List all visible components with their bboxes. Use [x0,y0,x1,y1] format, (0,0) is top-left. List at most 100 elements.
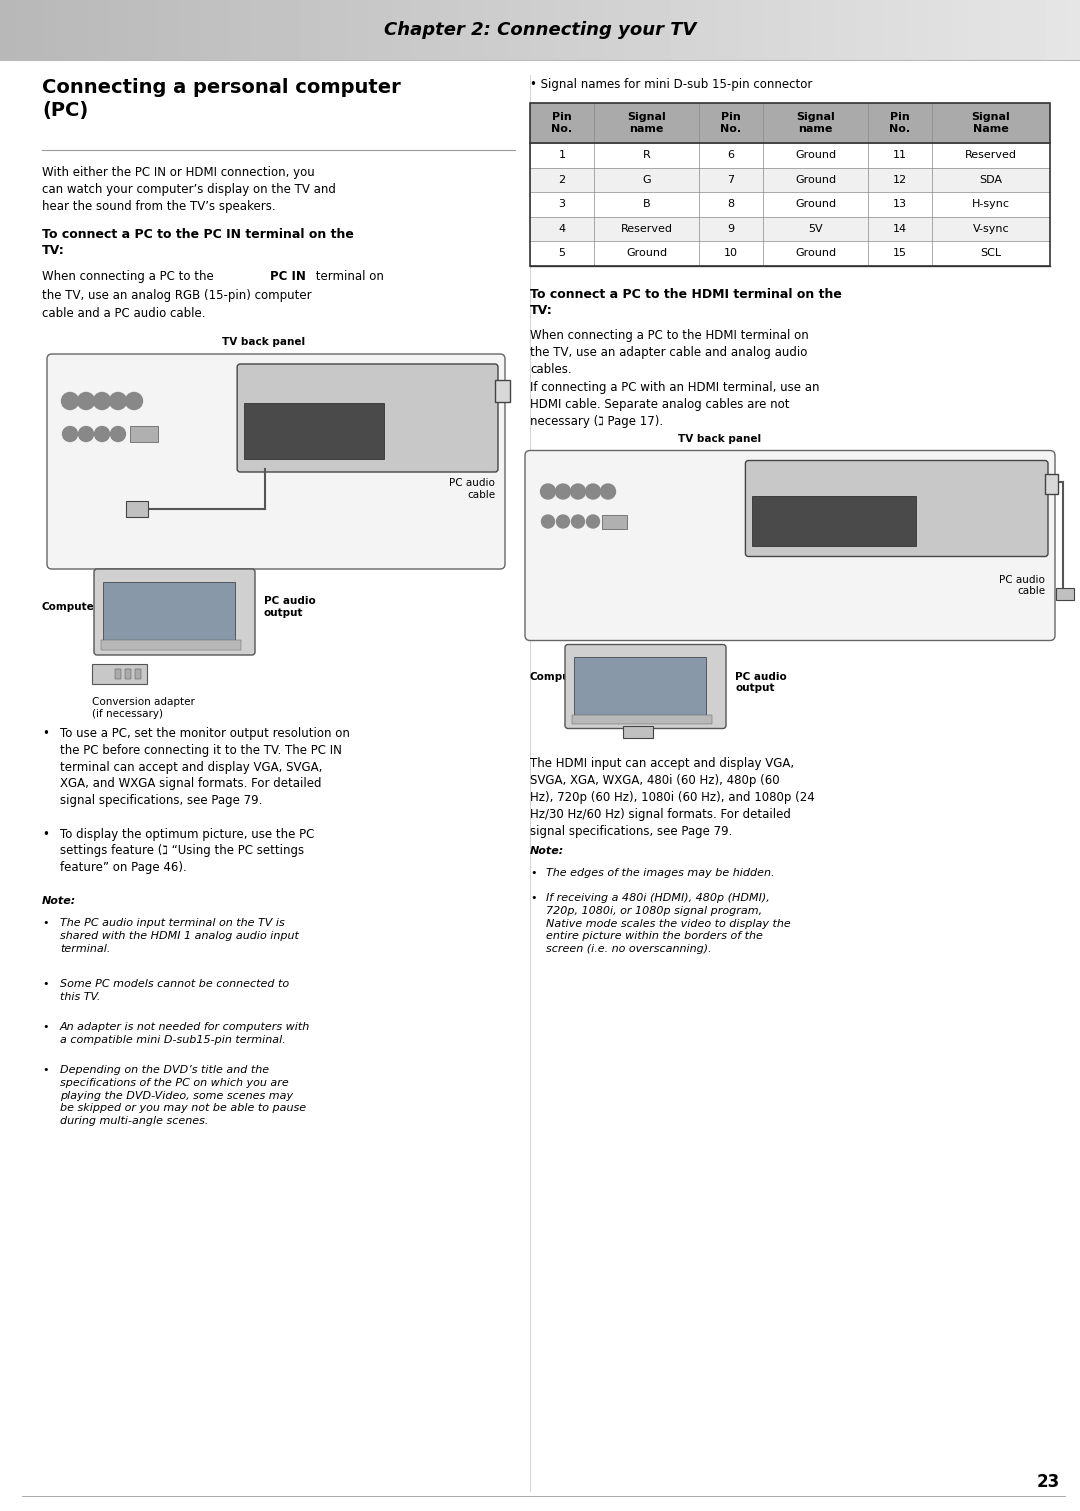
Text: If receiving a 480i (HDMI), 480p (HDMI),
720p, 1080i, or 1080p signal program,
N: If receiving a 480i (HDMI), 480p (HDMI),… [546,893,791,955]
Text: 8: 8 [728,199,734,209]
Bar [495,379,510,402]
Text: 9: 9 [728,224,734,234]
Bar [573,657,705,719]
Circle shape [79,426,94,441]
Text: 7: 7 [728,175,734,184]
Text: Ground: Ground [795,199,836,209]
Bar [103,582,234,647]
Text: To connect a PC to the HDMI terminal on the
TV:: To connect a PC to the HDMI terminal on … [530,287,842,317]
Text: SCL: SCL [981,248,1001,258]
FancyBboxPatch shape [94,570,255,654]
Text: 15: 15 [893,248,907,258]
Bar [530,192,1050,216]
Bar [125,669,131,678]
Text: R: R [643,150,650,160]
Circle shape [95,426,109,441]
Text: Depending on the DVD’s title and the
specifications of the PC on which you are
p: Depending on the DVD’s title and the spe… [60,1065,306,1126]
Text: 2: 2 [558,175,566,184]
Circle shape [109,393,126,409]
Text: Pin
No.: Pin No. [890,112,910,134]
Text: An adapter is not needed for computers with
a compatible mini D-sub15-pin termin: An adapter is not needed for computers w… [60,1021,310,1044]
Text: Computer: Computer [42,601,99,612]
FancyBboxPatch shape [525,450,1055,641]
Text: Ground: Ground [626,248,667,258]
Text: Some PC models cannot be connected to
this TV.: Some PC models cannot be connected to th… [60,979,289,1002]
Text: 5V: 5V [808,224,823,234]
Text: Reserved: Reserved [966,150,1017,160]
Bar [114,669,121,678]
Bar [530,103,1050,266]
Bar [602,515,627,529]
Text: Ground: Ground [795,248,836,258]
Text: To connect a PC to the PC IN terminal on the
TV:: To connect a PC to the PC IN terminal on… [42,228,354,257]
Text: The PC audio input terminal on the TV is
shared with the HDMI 1 analog audio inp: The PC audio input terminal on the TV is… [60,919,299,953]
Bar [1056,588,1074,600]
Text: With either the PC IN or HDMI connection, you
can watch your computer’s display : With either the PC IN or HDMI connection… [42,166,336,213]
Text: the TV, use an analog RGB (15-pin) computer: the TV, use an analog RGB (15-pin) compu… [42,289,312,302]
Text: To display the optimum picture, use the PC
settings feature (ℷ “Using the PC set: To display the optimum picture, use the … [60,828,314,873]
Circle shape [125,393,143,409]
Text: PC audio
output: PC audio output [735,672,786,694]
Circle shape [541,515,554,527]
Text: 1: 1 [558,150,566,160]
Bar [753,496,916,545]
Text: The HDMI input can accept and display VGA,
SVGA, XGA, WXGA, 480i (60 Hz), 480p (: The HDMI input can accept and display VG… [530,757,814,837]
Circle shape [585,484,600,499]
Text: The edges of the images may be hidden.: The edges of the images may be hidden. [546,867,774,878]
FancyBboxPatch shape [745,461,1048,556]
Text: TV back panel: TV back panel [678,434,761,444]
Text: 12: 12 [893,175,907,184]
Text: •: • [530,893,537,904]
FancyBboxPatch shape [565,645,726,728]
Text: cable and a PC audio cable.: cable and a PC audio cable. [42,307,205,320]
Text: If connecting a PC with an HDMI terminal, use an
HDMI cable. Separate analog cab: If connecting a PC with an HDMI terminal… [530,381,820,428]
Text: B: B [643,199,650,209]
Text: 5: 5 [558,248,566,258]
Text: To use a PC, set the monitor output resolution on
the PC before connecting it to: To use a PC, set the monitor output reso… [60,727,350,807]
Text: • Signal names for mini D-sub 15-pin connector: • Signal names for mini D-sub 15-pin con… [530,79,812,91]
Circle shape [555,484,570,499]
Text: 10: 10 [724,248,738,258]
Circle shape [600,484,616,499]
Text: When connecting a PC to the HDMI terminal on
the TV, use an adapter cable and an: When connecting a PC to the HDMI termina… [530,329,809,376]
Bar [530,216,1050,240]
Text: G: G [643,175,651,184]
Text: Computer: Computer [530,672,588,683]
Circle shape [540,484,555,499]
FancyBboxPatch shape [238,364,498,471]
Text: 13: 13 [893,199,907,209]
Text: Signal
name: Signal name [796,112,835,134]
Text: •: • [42,1021,49,1032]
Text: 11: 11 [893,150,907,160]
Bar [130,426,158,443]
Text: 23: 23 [1037,1473,1059,1491]
Text: terminal on: terminal on [312,270,383,283]
Circle shape [62,393,79,409]
Bar [530,240,1050,266]
Text: PC audio
output: PC audio output [264,597,315,618]
Text: Note:: Note: [42,896,77,907]
Text: SDA: SDA [980,175,1002,184]
Text: Ground: Ground [795,150,836,160]
Bar [126,502,148,517]
Text: PC audio
cable: PC audio cable [449,477,495,500]
Bar [1045,473,1058,494]
Text: PC audio
cable: PC audio cable [999,574,1045,597]
Circle shape [94,393,110,409]
Circle shape [63,426,78,441]
Text: TV back panel: TV back panel [222,337,306,348]
Text: Signal
name: Signal name [627,112,665,134]
Text: Chapter 2: Connecting your TV: Chapter 2: Connecting your TV [383,21,697,39]
Bar [623,725,653,737]
Bar [530,168,1050,192]
Circle shape [78,393,95,409]
Circle shape [556,515,569,527]
Bar [572,715,712,724]
Text: H-sync: H-sync [972,199,1010,209]
Bar [92,663,147,684]
Text: 6: 6 [728,150,734,160]
Text: •: • [530,867,537,878]
Bar [530,144,1050,168]
Bar [244,403,384,459]
Bar [102,641,241,650]
